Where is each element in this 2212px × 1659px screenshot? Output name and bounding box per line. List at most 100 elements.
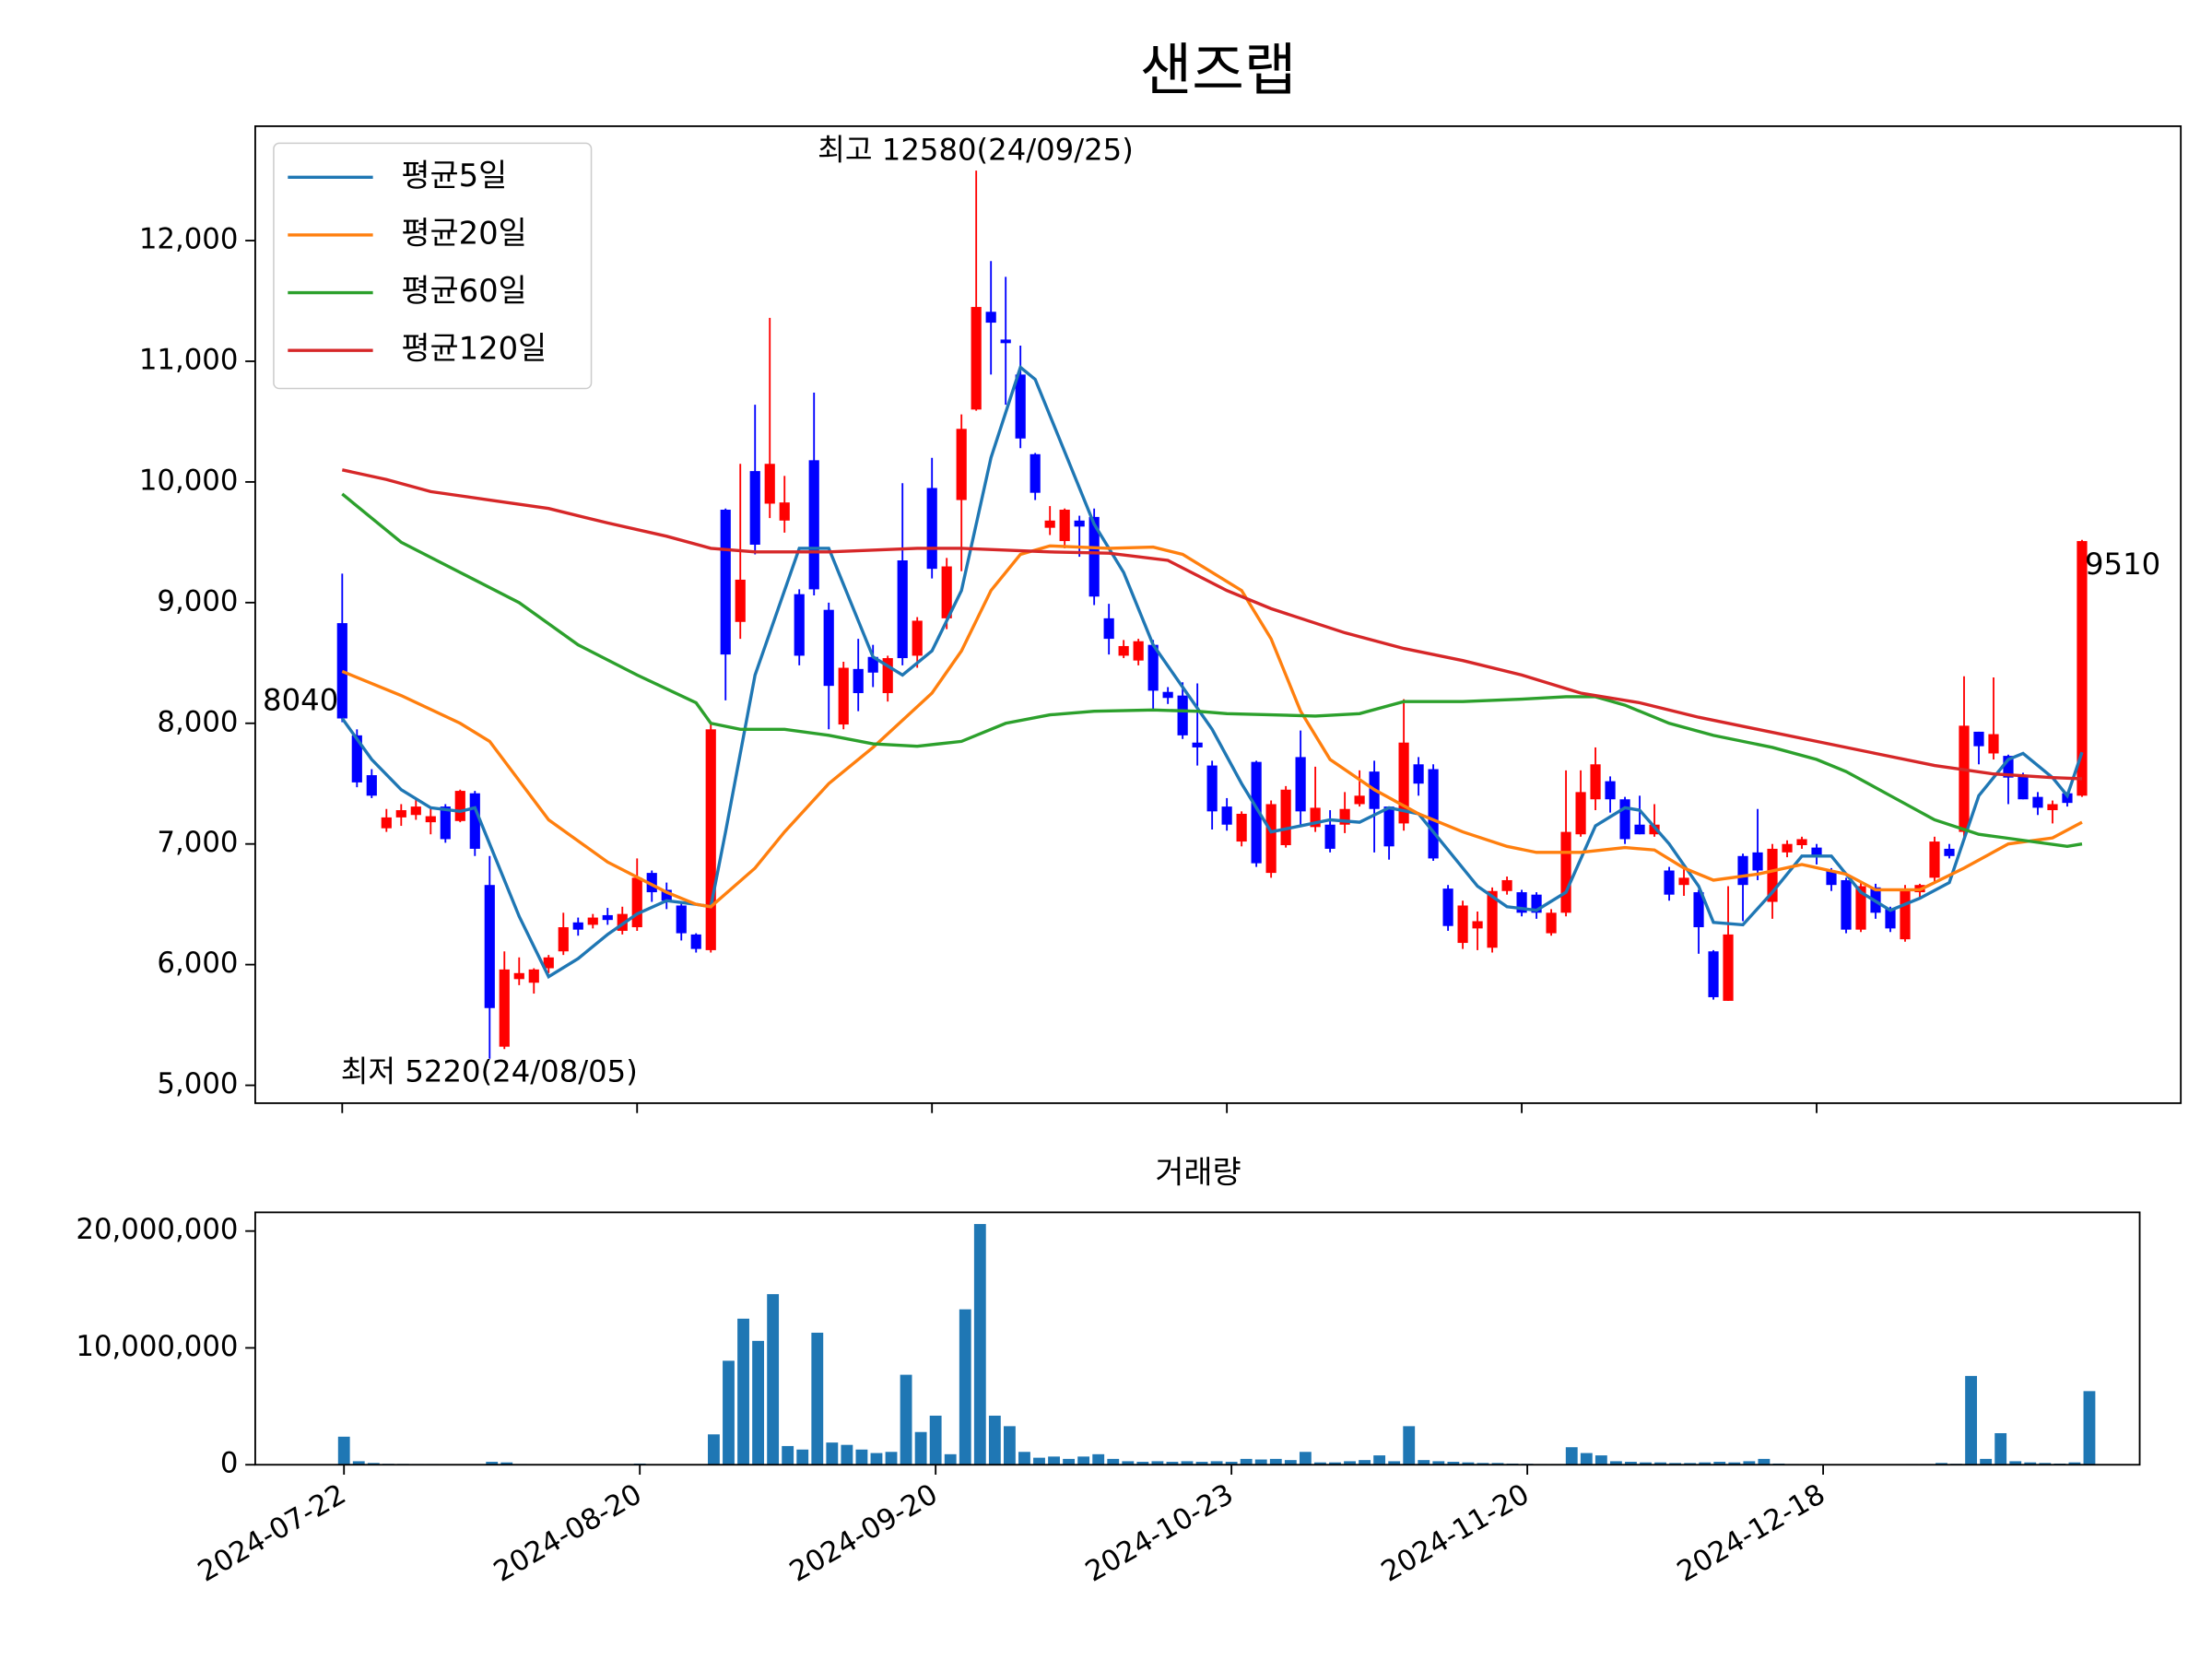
volume-bar [1609, 1461, 1622, 1465]
y-tick-label: 6,000 [157, 947, 238, 980]
volume-bar [1403, 1426, 1416, 1465]
volume-bar [1684, 1463, 1697, 1465]
volume-bar [973, 1224, 986, 1465]
volume-bar [1284, 1460, 1297, 1465]
candle-body [1044, 520, 1055, 528]
volume-bar [1092, 1453, 1105, 1465]
candle-body [1162, 691, 1173, 699]
candle-body [676, 905, 687, 934]
volume-title: 거래량 [1155, 1154, 1241, 1190]
candle-body [956, 429, 967, 500]
candle-body [1413, 764, 1424, 784]
volume-bar [1136, 1462, 1149, 1465]
annotation: 최저 5220(24/08/05) [341, 1054, 638, 1089]
ma-line [341, 492, 2083, 849]
volume-bar [1166, 1462, 1179, 1465]
candle-body [558, 927, 569, 952]
candle-body [1678, 877, 1689, 886]
candle-body [1354, 795, 1365, 805]
candle-body [971, 307, 982, 410]
candle-body [1442, 888, 1453, 926]
candle-body [1280, 789, 1291, 845]
candle-body [1649, 824, 1660, 835]
candle-body [1826, 870, 1837, 886]
candle-body [1811, 847, 1822, 858]
candle-body [1206, 765, 1218, 812]
ma-line [341, 544, 2083, 909]
volume-bar [500, 1462, 513, 1465]
candle-body [336, 623, 347, 719]
candle-body [1501, 879, 1512, 891]
volume-bar [1640, 1462, 1652, 1465]
candle-body [2032, 796, 2043, 808]
volume-bar [1388, 1461, 1401, 1465]
candle-body [1841, 879, 1852, 930]
volume-bar [855, 1449, 868, 1465]
volume-bar [708, 1434, 720, 1465]
candle-body [1074, 520, 1085, 527]
y-tick-label: 12,000 [139, 223, 239, 256]
candle-body [853, 668, 864, 694]
volume-bar [988, 1415, 1001, 1465]
volume-bar [826, 1442, 839, 1465]
candle-body [1619, 799, 1630, 840]
y-tick-label: 8,000 [157, 705, 238, 738]
candle-body [454, 791, 465, 821]
volume-bar [1210, 1461, 1223, 1465]
candle-body [1177, 695, 1188, 735]
volume-bar [1743, 1461, 1756, 1465]
volume-bar [767, 1294, 780, 1465]
volume-bar [2083, 1391, 2096, 1465]
volume-bar [870, 1453, 883, 1465]
candle-body [1988, 734, 1999, 754]
volume-bar [1980, 1458, 1993, 1465]
candle-body [1251, 761, 1262, 864]
candle-body [1664, 870, 1675, 895]
candle-body [2077, 541, 2088, 796]
volume-bar [1994, 1433, 2007, 1465]
candle-body [440, 806, 451, 840]
volume-bar [1594, 1455, 1607, 1465]
candle-body [838, 667, 849, 725]
volume-bar [1965, 1375, 1978, 1465]
candle-body [690, 934, 701, 949]
volume-bar [1669, 1463, 1682, 1465]
candle-body [1118, 645, 1129, 656]
volume-bar [1329, 1462, 1341, 1465]
ma-line [341, 468, 2083, 781]
legend-label: 평균20일 [401, 215, 526, 251]
volume-bar [841, 1444, 853, 1465]
y-tick-label: 11,000 [139, 343, 239, 376]
volume-bar [1758, 1458, 1771, 1465]
volume-bar [1713, 1462, 1726, 1465]
candle-body [1383, 806, 1394, 847]
volume-bar [1462, 1462, 1475, 1465]
candle-body [749, 471, 760, 545]
volume-bar [1003, 1426, 1016, 1465]
candle-body [1944, 848, 1955, 856]
candle-body [1531, 894, 1542, 913]
candle-body [1295, 757, 1306, 812]
candle-body [528, 969, 539, 983]
volume-bar [1018, 1452, 1030, 1465]
candle-body [1000, 339, 1011, 344]
volume-bar [2024, 1462, 2037, 1465]
volume-bar [782, 1445, 794, 1465]
candle-body [513, 972, 524, 980]
candle-body [735, 579, 746, 622]
legend-box [273, 142, 593, 390]
candle-body [779, 502, 790, 521]
volume-bar [959, 1309, 971, 1465]
candle-body [1487, 890, 1498, 948]
candle-body [1030, 453, 1041, 493]
volume-bar [811, 1332, 824, 1465]
volume-bar [2068, 1462, 2081, 1465]
candle-body [1088, 516, 1100, 597]
annotation: 8040 [263, 683, 338, 718]
candle-body [366, 775, 377, 796]
candle-body [705, 729, 716, 950]
candle-body [1605, 781, 1616, 800]
candle-body [1546, 912, 1557, 934]
candle-body [1059, 510, 1070, 542]
